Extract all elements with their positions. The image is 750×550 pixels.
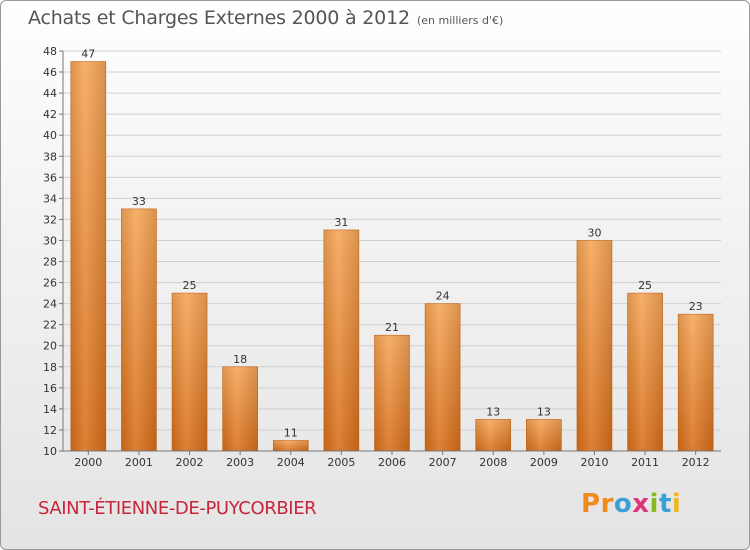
chart-title: Achats et Charges Externes 2000 à 2012 — [28, 7, 410, 29]
chart-unit: (en milliers d'€) — [417, 14, 504, 27]
y-tick-label: 14 — [43, 403, 57, 416]
data-label-2009: 13 — [537, 405, 551, 418]
x-tick-label-2004: 2004 — [277, 456, 305, 469]
labels-group: 10 12 14 16 18 20 22 24 26 28 30 32 34 36 38 40 42 44 46 48… — [43, 45, 710, 469]
y-tick-label: 20 — [43, 340, 57, 353]
y-tick-label: 40 — [43, 129, 57, 142]
y-tick-label: 28 — [43, 256, 57, 269]
y-tick-label: 10 — [43, 445, 57, 458]
bar-shade-2007 — [425, 303, 461, 451]
y-tick-label: 26 — [43, 277, 57, 290]
bar-shade-2004 — [273, 440, 309, 451]
y-tick-label: 44 — [43, 87, 57, 100]
data-label-2012: 23 — [689, 300, 703, 313]
logo-letter: i — [649, 489, 659, 519]
proxiti-logo: Proxiti — [581, 489, 681, 519]
y-tick-label: 34 — [43, 192, 57, 205]
data-label-2001: 33 — [132, 195, 146, 208]
x-tick-label-2008: 2008 — [479, 456, 507, 469]
y-tick-label: 38 — [43, 150, 57, 163]
x-tick-label-2005: 2005 — [327, 456, 355, 469]
x-tick-label-2000: 2000 — [74, 456, 102, 469]
data-label-2003: 18 — [233, 353, 247, 366]
data-label-2006: 21 — [385, 321, 399, 334]
logo-letter: t — [658, 489, 672, 519]
y-tick-label: 24 — [43, 298, 57, 311]
logo-letter: o — [613, 489, 633, 519]
data-label-2007: 24 — [436, 290, 450, 303]
bar-shade-2003 — [222, 366, 258, 451]
data-label-2005: 31 — [334, 216, 348, 229]
bar-shade-2011 — [627, 293, 663, 451]
data-label-2000: 47 — [81, 48, 95, 61]
y-tick-label: 30 — [43, 234, 57, 247]
data-label-2002: 25 — [183, 279, 197, 292]
x-tick-label-2003: 2003 — [226, 456, 254, 469]
data-label-2010: 30 — [587, 226, 601, 239]
commune-name: SAINT-ÉTIENNE-DE-PUYCORBIER — [38, 498, 317, 519]
x-tick-label-2010: 2010 — [580, 456, 608, 469]
x-tick-label-2011: 2011 — [631, 456, 659, 469]
bars-group — [70, 61, 714, 452]
bar-shade-2001 — [121, 208, 157, 451]
bar-shade-2012 — [678, 314, 714, 451]
axes — [59, 50, 721, 455]
logo-letter: r — [600, 489, 614, 519]
bar-shade-2005 — [323, 229, 359, 451]
y-tick-label: 18 — [43, 361, 57, 374]
x-tick-label-2012: 2012 — [682, 456, 710, 469]
y-tick-label: 22 — [43, 319, 57, 332]
y-tick-label: 32 — [43, 213, 57, 226]
data-label-2004: 11 — [284, 426, 298, 439]
y-tick-label: 12 — [43, 424, 57, 437]
logo-letter: i — [671, 489, 682, 519]
x-tick-label-2002: 2002 — [176, 456, 204, 469]
x-tick-label-2006: 2006 — [378, 456, 406, 469]
x-tick-label-2007: 2007 — [429, 456, 457, 469]
logo-letter: P — [581, 489, 601, 519]
bar-shade-2006 — [374, 335, 410, 451]
bar-shade-2002 — [172, 293, 208, 451]
x-tick-label-2001: 2001 — [125, 456, 153, 469]
y-tick-label: 42 — [43, 108, 57, 121]
logo-letter: x — [632, 489, 650, 519]
x-tick-label-2009: 2009 — [530, 456, 558, 469]
bar-shade-2008 — [475, 419, 511, 451]
bar-shade-2009 — [526, 419, 562, 451]
y-tick-label: 36 — [43, 171, 57, 184]
data-label-2008: 13 — [486, 405, 500, 418]
y-tick-label: 46 — [43, 66, 57, 79]
data-label-2011: 25 — [638, 279, 652, 292]
bar-shade-2010 — [576, 240, 612, 451]
y-tick-label: 48 — [43, 45, 57, 58]
bar-shade-2000 — [70, 61, 106, 452]
y-tick-label: 16 — [43, 382, 57, 395]
